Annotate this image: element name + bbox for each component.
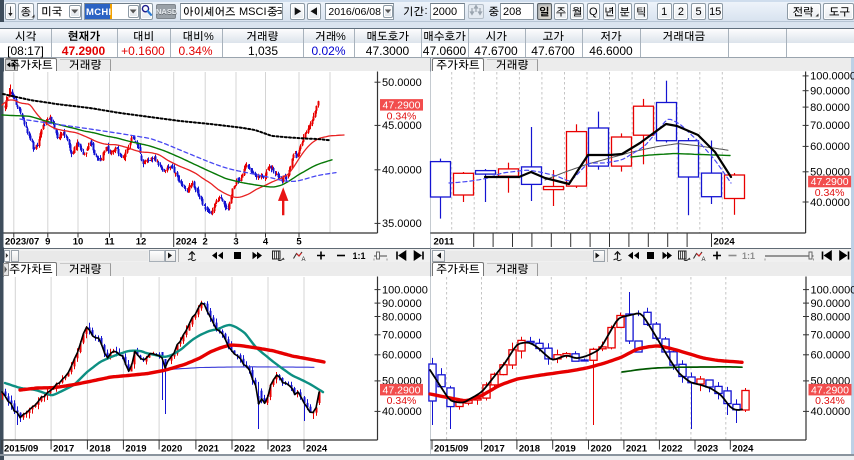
svg-text:2024: 2024 [306,444,328,455]
svg-text:4: 4 [263,237,269,248]
svg-text:0.34%: 0.34% [387,395,417,407]
svg-text:70.0000: 70.0000 [382,330,422,342]
svg-text:0.34%: 0.34% [815,395,845,407]
svg-text:2023: 2023 [270,444,291,455]
svg-text:2023/07: 2023/07 [5,237,39,248]
svg-text:2019: 2019 [125,444,146,455]
svg-text:2022: 2022 [234,444,255,455]
svg-text:40.0000: 40.0000 [810,197,850,209]
svg-text:50.0000: 50.0000 [810,167,850,179]
svg-text:2017: 2017 [484,444,505,455]
svg-text:1:1: 1:1 [742,251,755,261]
svg-text:2021: 2021 [198,444,220,455]
svg-text:90.0000: 90.0000 [811,298,851,310]
svg-text:2024: 2024 [176,237,198,248]
svg-text:70.0000: 70.0000 [810,120,850,132]
svg-text:70.0000: 70.0000 [811,330,851,342]
svg-text:40.0000: 40.0000 [382,165,422,177]
svg-text:2022: 2022 [661,444,682,455]
svg-text:2020: 2020 [161,444,182,455]
svg-text:60.0000: 60.0000 [810,141,850,153]
svg-text:47.2900: 47.2900 [383,384,421,396]
svg-text:47.2900: 47.2900 [811,176,849,188]
svg-text:2021: 2021 [626,444,648,455]
svg-text:40.0000: 40.0000 [382,406,422,418]
svg-text:2018: 2018 [519,444,540,455]
svg-text:47.2900: 47.2900 [811,384,849,396]
svg-text:10: 10 [73,237,84,248]
svg-text:2: 2 [203,237,208,248]
svg-text:2023: 2023 [697,444,718,455]
svg-text:2015/09: 2015/09 [434,444,468,455]
svg-text:47.2900: 47.2900 [383,100,421,112]
svg-text:9: 9 [45,237,50,248]
svg-text:5: 5 [296,237,302,248]
svg-text:2018: 2018 [89,444,110,455]
svg-text:2024: 2024 [732,444,754,455]
svg-text:2024: 2024 [714,237,736,248]
svg-text:90.0000: 90.0000 [810,86,850,98]
svg-text:80.0000: 80.0000 [382,311,422,323]
svg-text:2011: 2011 [434,237,455,248]
svg-text:0.34%: 0.34% [815,187,845,199]
svg-text:11: 11 [104,237,115,248]
svg-text:50.0000: 50.0000 [382,77,422,89]
svg-text:2017: 2017 [53,444,74,455]
svg-text:60.0000: 60.0000 [811,350,851,362]
svg-text:45.0000: 45.0000 [382,120,422,132]
svg-text:A: A [302,257,306,263]
svg-text:2019: 2019 [555,444,576,455]
svg-text:2020: 2020 [591,444,612,455]
svg-text:0.34%: 0.34% [387,110,417,122]
svg-text:80.0000: 80.0000 [811,311,851,323]
svg-text:100.0000: 100.0000 [382,284,428,296]
svg-text:60.0000: 60.0000 [382,350,422,362]
svg-text:A: A [702,257,706,263]
svg-text:1:1: 1:1 [352,251,365,261]
svg-text:35.0000: 35.0000 [382,218,422,230]
svg-text:40.0000: 40.0000 [811,406,851,418]
svg-text:2015/09: 2015/09 [4,444,38,455]
svg-text:12: 12 [136,237,147,248]
svg-text:100.0000: 100.0000 [811,284,854,296]
svg-text:80.0000: 80.0000 [810,102,850,114]
svg-text:100.0000: 100.0000 [810,71,854,83]
svg-text:3: 3 [233,237,238,248]
svg-text:90.0000: 90.0000 [382,298,422,310]
